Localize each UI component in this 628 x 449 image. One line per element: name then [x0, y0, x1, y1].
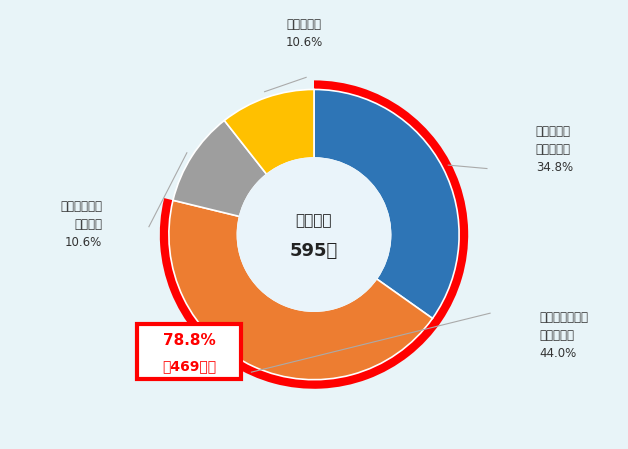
- Text: 中長期的に対応
検討が必要
44.0%: 中長期的に対応 検討が必要 44.0%: [539, 311, 589, 360]
- Wedge shape: [314, 89, 459, 318]
- Wedge shape: [169, 200, 433, 380]
- Text: （469社）: （469社）: [162, 360, 216, 374]
- Wedge shape: [160, 80, 468, 389]
- Text: 回答企業: 回答企業: [296, 213, 332, 228]
- Wedge shape: [224, 89, 314, 174]
- Text: 喫緊で対応
検討が必要
34.8%: 喫緊で対応 検討が必要 34.8%: [536, 125, 573, 174]
- Text: 595社: 595社: [290, 242, 338, 260]
- Text: わからない
10.6%: わからない 10.6%: [285, 18, 323, 48]
- Circle shape: [237, 158, 391, 311]
- FancyBboxPatch shape: [137, 324, 241, 379]
- Text: 経営課題とは
認識せず
10.6%: 経営課題とは 認識せず 10.6%: [60, 200, 102, 249]
- Text: 78.8%: 78.8%: [163, 333, 215, 348]
- Wedge shape: [173, 120, 267, 216]
